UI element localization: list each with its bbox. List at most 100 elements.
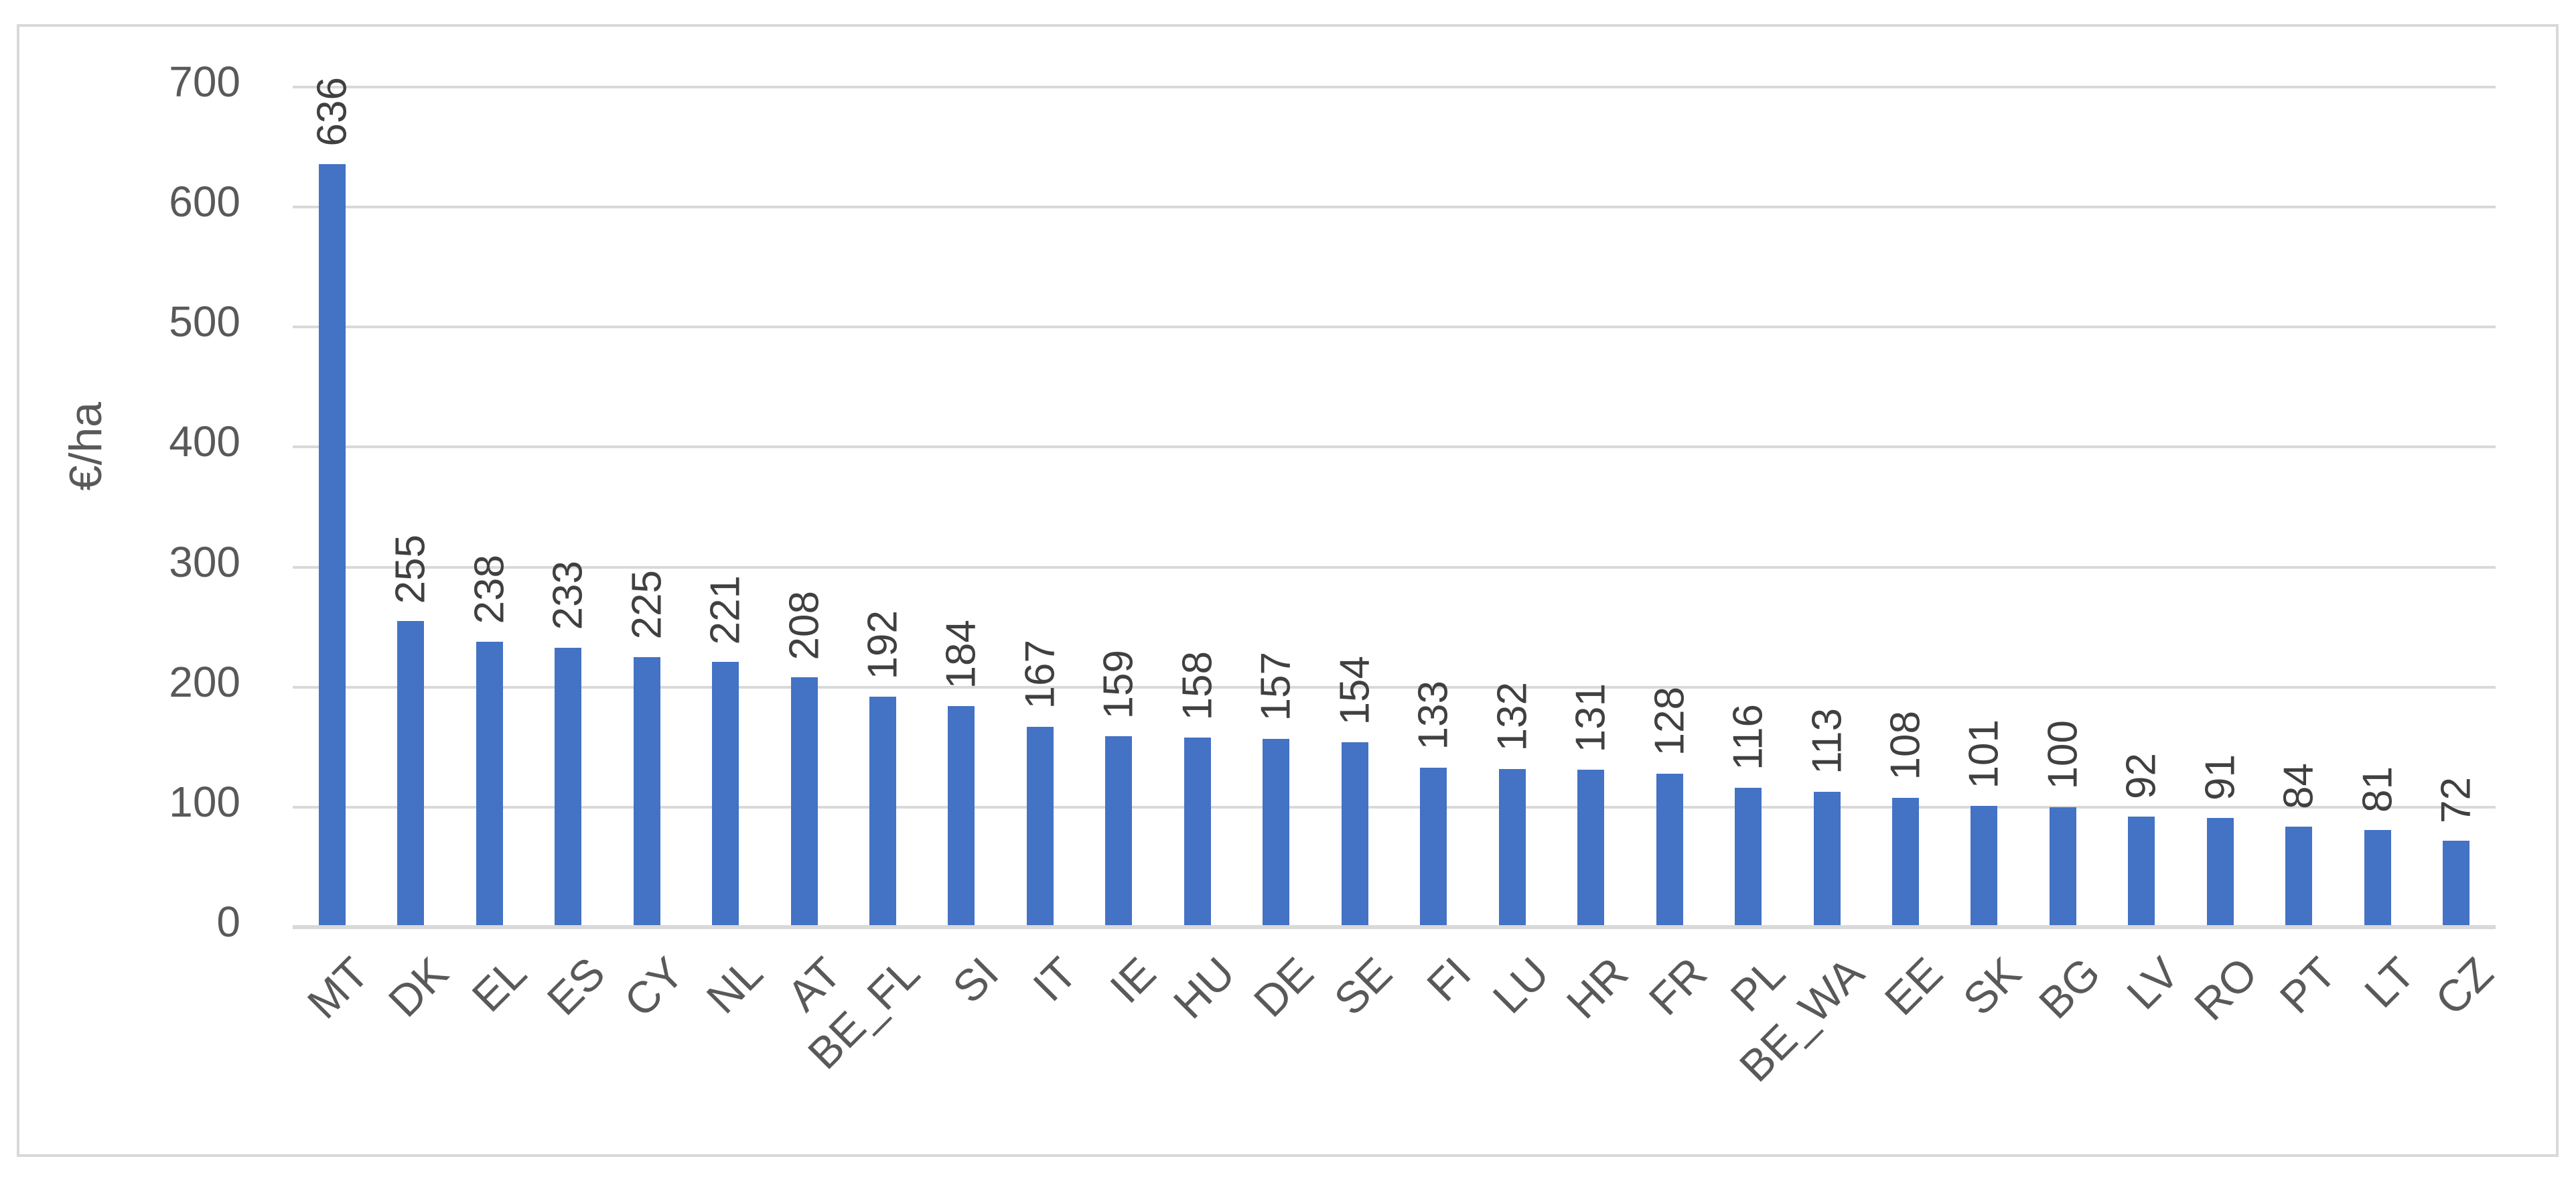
bar-slot-BG: 100 [2023, 87, 2102, 927]
bar-slot-LU: 132 [1473, 87, 1551, 927]
bar-value-anchor-MT: 636 [308, 77, 356, 146]
y-tick-label-700: 700 [169, 58, 240, 106]
bar-slot-ES: 233 [528, 87, 607, 927]
bar-value-label-EL: 238 [466, 555, 513, 624]
bar-value-label-CY: 225 [624, 570, 670, 640]
bar-AT [790, 677, 818, 927]
bar-slot-IT: 167 [1001, 87, 1079, 927]
x-axis-label-HU: HU [1163, 947, 1244, 1028]
bar-value-anchor-BE_WA: 113 [1803, 708, 1851, 774]
bar-slot-AT: 208 [765, 87, 843, 927]
bar-value-label-HR: 131 [1567, 683, 1614, 753]
bar-slot-BE_WA: 113 [1788, 87, 1866, 927]
bar-slot-RO: 91 [2181, 87, 2259, 927]
chart-frame: €/ha 0 100 200 300 400 500 600 700 636 255 238 233… [17, 24, 2559, 1157]
bar-value-anchor-SI: 184 [938, 620, 985, 689]
gridline-500 [293, 326, 2496, 329]
bar-FI [1420, 767, 1447, 927]
bar-value-anchor-EL: 238 [466, 555, 513, 624]
bar-value-label-NL: 221 [702, 575, 749, 645]
bar-value-label-EE: 108 [1882, 711, 1929, 780]
bar-EE [1892, 797, 1919, 927]
bar-PL [1735, 788, 1762, 927]
bar-slot-LV: 92 [2102, 87, 2181, 927]
y-tick-label-200: 200 [169, 657, 240, 706]
x-axis-label-NL: NL [697, 947, 772, 1023]
bar-value-label-SI: 184 [938, 619, 985, 689]
gridline-100 [293, 805, 2496, 809]
bar-value-anchor-FR: 128 [1646, 687, 1693, 756]
bar-LU [1498, 768, 1526, 927]
bar-value-anchor-LV: 92 [2118, 753, 2165, 799]
x-axis-label-HR: HR [1557, 947, 1638, 1028]
bar-MT [318, 163, 346, 927]
bar-value-label-MT: 636 [309, 77, 356, 147]
bar-slot-FI: 133 [1394, 87, 1473, 927]
gridline-300 [293, 565, 2496, 569]
y-tick-label-0: 0 [216, 898, 240, 946]
bar-value-anchor-DK: 255 [387, 535, 435, 604]
bar-NL [712, 662, 739, 927]
bar-HU [1184, 737, 1211, 927]
bar-value-anchor-RO: 91 [2196, 754, 2244, 801]
bar-value-anchor-PT: 84 [2275, 763, 2323, 809]
bar-RO [2206, 817, 2234, 927]
bar-value-label-LT: 81 [2354, 766, 2401, 813]
plot-area: 636 255 238 233 225 221 208 192 184 167 159 158 157 1… [293, 77, 2496, 929]
bar-slot-CZ: 72 [2417, 87, 2496, 927]
bar-value-label-FR: 128 [1646, 687, 1693, 756]
bar-value-anchor-DE: 157 [1253, 652, 1300, 721]
bar-value-anchor-IT: 167 [1016, 640, 1064, 709]
bar-slot-SK: 101 [1945, 87, 2023, 927]
bar-value-label-BG: 100 [2040, 720, 2086, 790]
y-axis-title: €/ha [60, 402, 111, 491]
bar-IE [1105, 736, 1133, 927]
bar-DE [1263, 738, 1290, 927]
bar-value-label-RO: 91 [2197, 754, 2244, 801]
bar-value-anchor-IE: 159 [1095, 650, 1143, 719]
bar-value-anchor-BE_FL: 192 [859, 610, 906, 679]
x-axis-line [293, 925, 2496, 929]
bar-LT [2364, 829, 2391, 927]
x-axis-label-CY: CY [614, 947, 693, 1026]
x-axis-label-FI: FI [1417, 947, 1480, 1011]
gridline-700 [293, 86, 2496, 88]
bar-value-anchor-EE: 108 [1882, 711, 1930, 780]
gridline-200 [293, 685, 2496, 689]
bar-value-label-CZ: 72 [2433, 777, 2480, 824]
bar-value-anchor-LT: 81 [2354, 766, 2401, 813]
x-axis-label-EL: EL [462, 947, 536, 1022]
bar-value-label-DK: 255 [387, 534, 434, 604]
bar-value-anchor-ES: 233 [545, 561, 592, 630]
bar-slot-EL: 238 [450, 87, 528, 927]
x-axis-label-MT: MT [298, 947, 378, 1028]
x-axis-label-SK: SK [1953, 947, 2031, 1025]
gridline-400 [293, 445, 2496, 449]
bar-value-anchor-NL: 221 [702, 575, 749, 644]
bar-slot-BE_FL: 192 [843, 87, 922, 927]
bar-slot-DK: 255 [371, 87, 449, 927]
bar-value-label-FI: 133 [1410, 681, 1457, 750]
x-axis-label-SE: SE [1324, 947, 1401, 1025]
bar-value-anchor-CZ: 72 [2433, 777, 2480, 823]
bar-value-anchor-HU: 158 [1173, 651, 1221, 720]
bar-value-label-HU: 158 [1174, 650, 1221, 720]
bar-value-anchor-BG: 100 [2039, 720, 2086, 789]
x-axis-label-SI: SI [943, 947, 1008, 1013]
x-axis-label-LV: LV [2117, 947, 2188, 1019]
gridline-600 [293, 206, 2496, 209]
bar-EL [476, 641, 503, 927]
bar-value-label-LU: 132 [1489, 682, 1536, 752]
bar-value-anchor-HR: 131 [1567, 683, 1615, 752]
bar-slot-FR: 128 [1630, 87, 1709, 927]
bar-value-anchor-PL: 116 [1725, 704, 1772, 770]
bar-value-label-LV: 92 [2118, 753, 2165, 800]
x-axis-label-FR: FR [1639, 947, 1716, 1025]
bar-value-label-ES: 233 [545, 561, 591, 630]
bar-FR [1656, 773, 1683, 927]
bar-slot-CY: 225 [607, 87, 686, 927]
bar-slot-HR: 131 [1551, 87, 1630, 927]
x-axis-label-IE: IE [1100, 947, 1165, 1013]
bar-slot-LT: 81 [2338, 87, 2417, 927]
